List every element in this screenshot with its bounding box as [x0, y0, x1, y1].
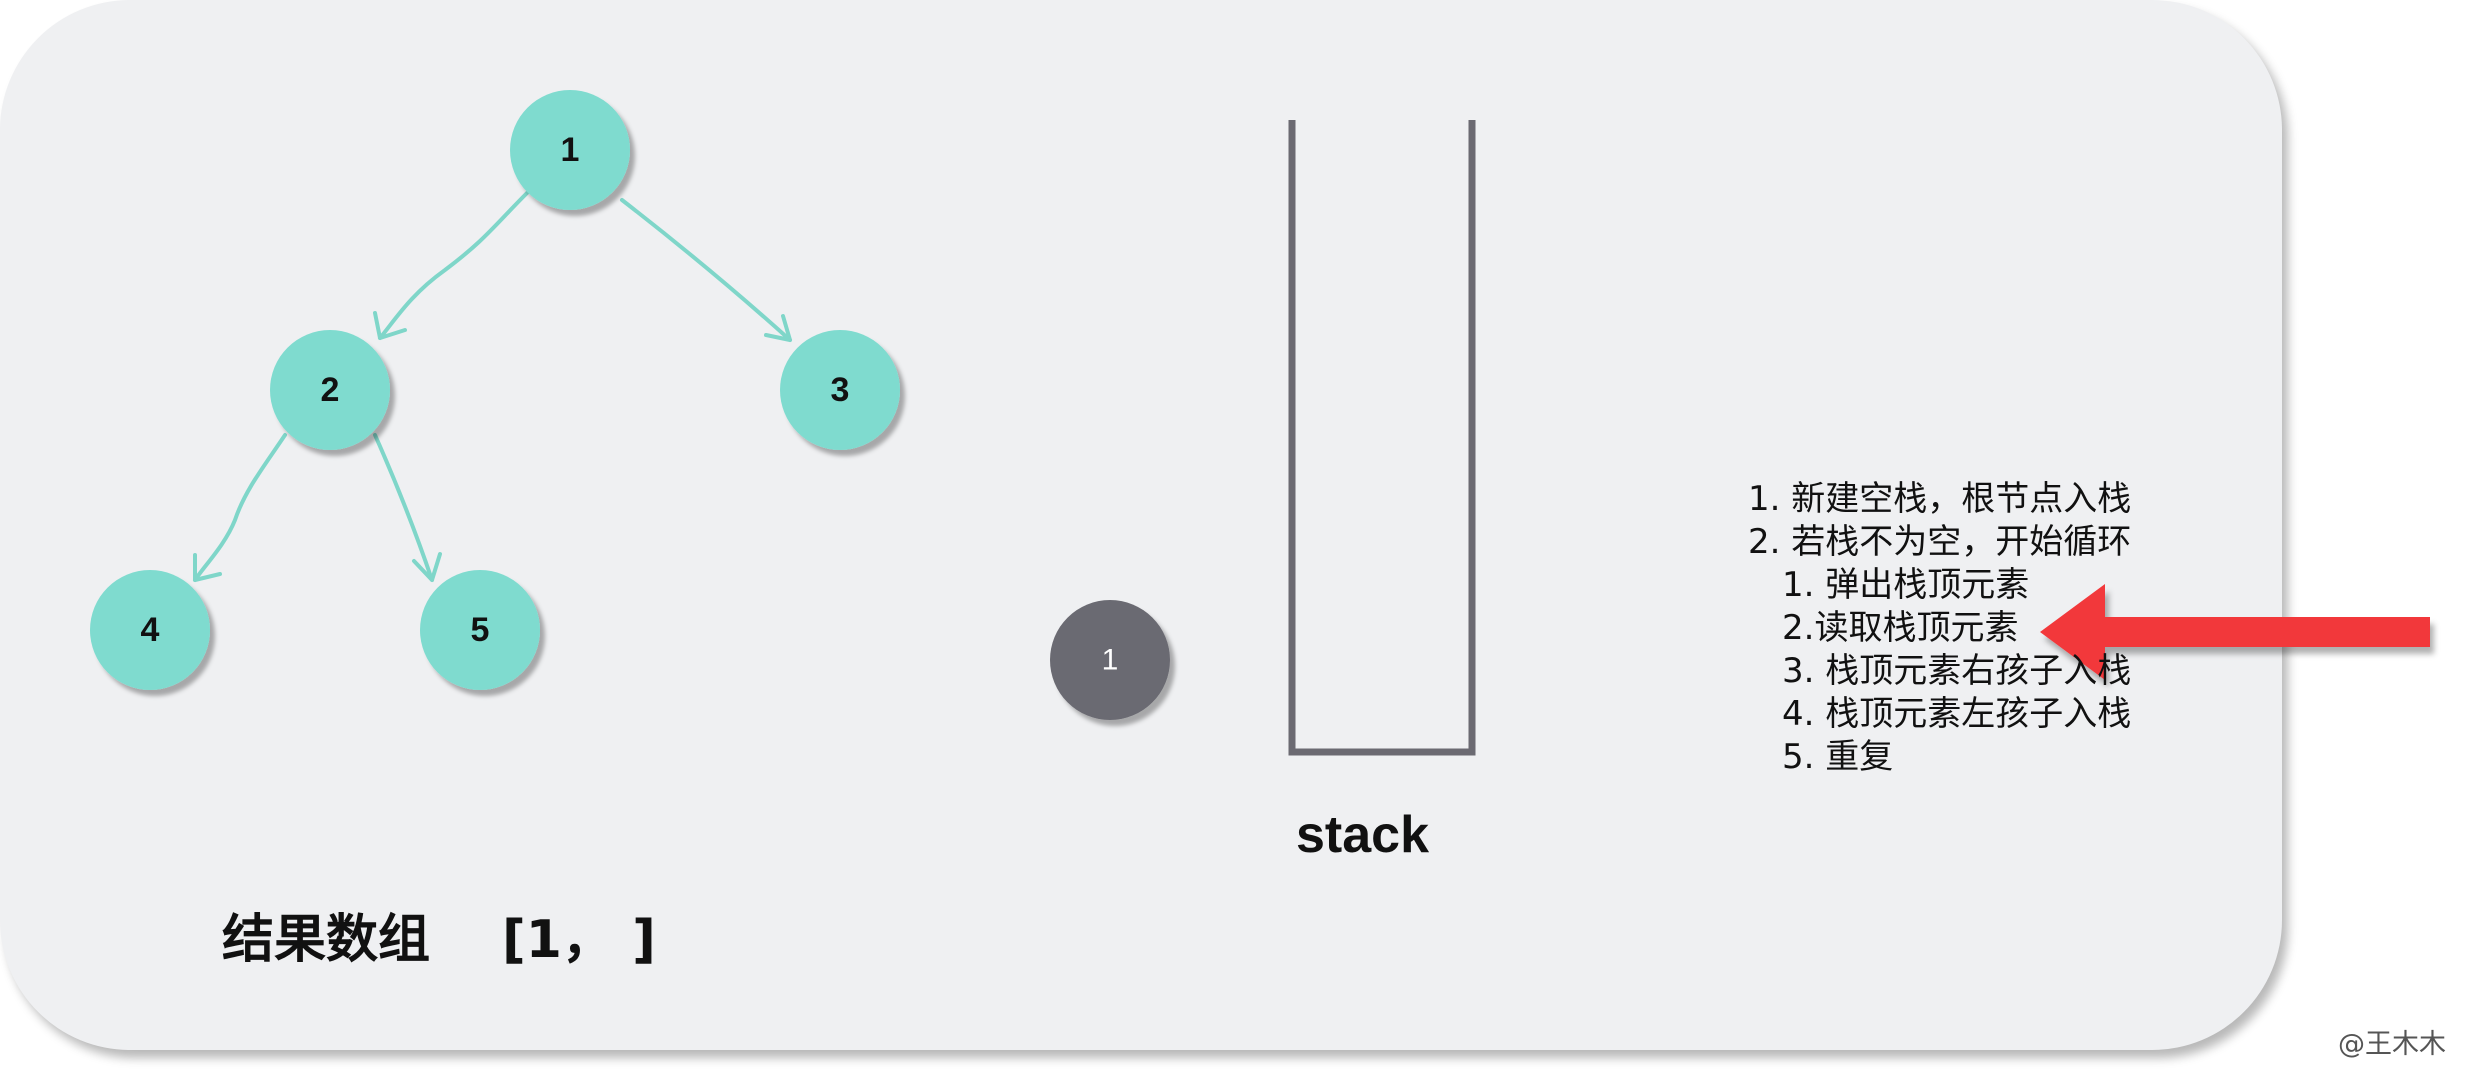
- result-array: 结果数组 [1， ]: [222, 897, 656, 972]
- tree-node: 2: [270, 330, 390, 450]
- node-circle: [420, 570, 540, 690]
- node-circle: [780, 330, 900, 450]
- tree-node: 4: [90, 570, 210, 690]
- tree-edges: [193, 191, 792, 582]
- edge-2-4: [193, 433, 287, 582]
- node-circle: [270, 330, 390, 450]
- popped-node: 1: [1050, 600, 1170, 720]
- step-item: 2.读取栈顶元素: [1782, 608, 2019, 648]
- tree-node: 1: [510, 90, 630, 210]
- tree-node: 3: [780, 330, 900, 450]
- stack-container: [1288, 120, 1476, 756]
- node-circle: [510, 90, 630, 210]
- stack-label: stack: [1296, 806, 1429, 864]
- arrowhead-1-3: [764, 314, 792, 342]
- node-label: 4: [141, 611, 160, 649]
- arrowhead-1-2: [373, 311, 407, 340]
- edge-2-5: [373, 433, 434, 582]
- arrowhead-2-5: [412, 552, 442, 582]
- edge-1-3: [620, 198, 792, 342]
- step-item: 2. 若栈不为空，开始循环: [1748, 522, 2132, 562]
- step-item: 4. 栈顶元素左孩子入栈: [1782, 694, 2132, 734]
- result-value: [1， ]: [502, 910, 656, 970]
- edge-1-2: [378, 191, 529, 340]
- algorithm-steps: 1. 新建空栈，根节点入栈 2. 若栈不为空，开始循环 1. 弹出栈顶元素 2.…: [1748, 478, 2131, 779]
- diagram-panel: [0, 0, 2282, 1050]
- result-title: 结果数组: [222, 910, 431, 970]
- popped-node-label: 1: [1102, 644, 1119, 677]
- step-item: 1. 新建空栈，根节点入栈: [1748, 479, 2132, 519]
- pointer-arrow: [2040, 584, 2430, 680]
- watermark: @王木木: [2338, 1029, 2446, 1060]
- node-label: 5: [471, 611, 490, 649]
- node-label: 2: [321, 371, 340, 409]
- node-label: 1: [561, 131, 580, 169]
- node-circle: [90, 570, 210, 690]
- node-label: 3: [831, 371, 850, 409]
- tree-node: 5: [420, 570, 540, 690]
- step-item: 3. 栈顶元素右孩子入栈: [1782, 651, 2132, 691]
- step-item: 5. 重复: [1782, 737, 1894, 777]
- tree-nodes: 1 2 3 4 5: [90, 90, 900, 690]
- popped-node-circle: [1050, 600, 1170, 720]
- arrowhead-2-4: [193, 553, 222, 582]
- step-item: 1. 弹出栈顶元素: [1782, 565, 2030, 605]
